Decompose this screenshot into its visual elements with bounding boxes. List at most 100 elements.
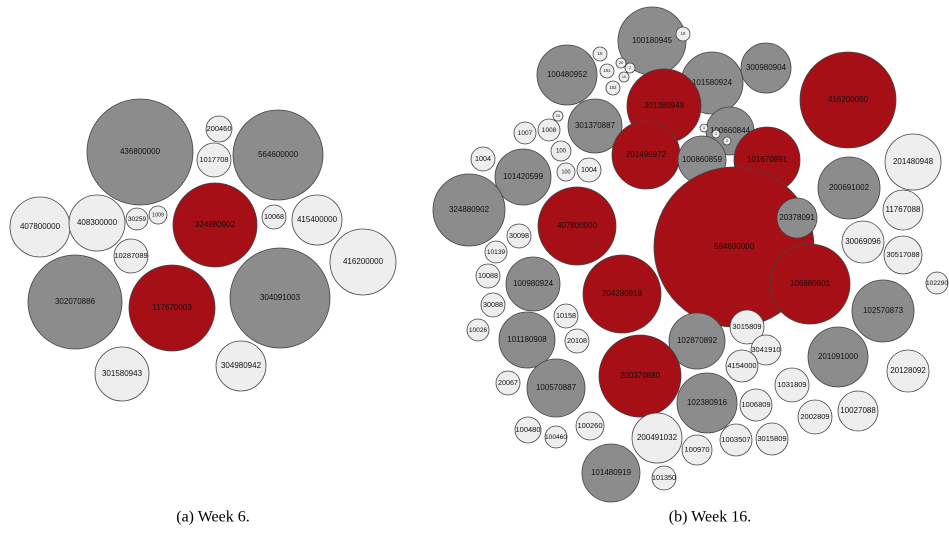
bubble: [556, 162, 576, 182]
bubble: [544, 425, 568, 449]
bubble-label: 301370887: [575, 121, 616, 130]
bubble: [329, 228, 397, 296]
caption: (b) Week 16.: [669, 509, 751, 526]
bubble-label: 102290: [926, 280, 948, 287]
bubble: [675, 26, 691, 42]
bubble-label: 20067: [498, 378, 518, 387]
bubble-label: 101350: [652, 473, 676, 482]
bubble-label: 201091000: [818, 352, 859, 361]
bubble-label: 201480948: [893, 157, 934, 166]
bubble-label: 2: [726, 138, 729, 143]
bubble-label: 1003507: [721, 435, 750, 444]
bubble-label: 30517088: [886, 250, 919, 259]
bubble-label: 30098: [509, 231, 529, 240]
bubble-label: 30259: [128, 216, 147, 223]
bubble: [722, 136, 732, 146]
bubble-label: 1007: [518, 130, 533, 137]
bubble-label: 20378091: [779, 213, 815, 222]
bubble-label: 3015809: [732, 322, 761, 331]
bubble: [719, 423, 753, 457]
bubble: [229, 247, 331, 349]
bubble: [592, 46, 608, 62]
bubble-label: 1009: [152, 212, 164, 218]
bubble-label: 101420599: [503, 172, 544, 181]
bubble: [113, 238, 149, 274]
bubble: [94, 346, 150, 402]
bubble-label: 407800000: [557, 221, 598, 230]
bubble: [432, 173, 506, 247]
bubble-label: 1004: [581, 165, 597, 174]
bubble: [205, 115, 233, 143]
bubble-label: 304980942: [221, 361, 262, 370]
bubble: [651, 465, 677, 491]
bubble: [755, 422, 789, 456]
bubble-label: 1004: [475, 154, 491, 163]
bubble-label: 100860859: [682, 155, 723, 164]
bubble-label: 10088: [478, 271, 498, 280]
bubble-label: 117670003: [152, 303, 192, 312]
bubble: [799, 51, 897, 149]
bubble: [550, 140, 572, 162]
bubble-label: 20: [619, 60, 624, 65]
bubble-label: 3041910: [751, 345, 780, 354]
bubble-label: 10: [556, 113, 561, 118]
bubble: [581, 443, 641, 503]
bubble: [505, 256, 561, 312]
bubble-label: 3015809: [757, 434, 786, 443]
bubble: [882, 189, 924, 231]
bubble: [514, 416, 542, 444]
bubble-label: 101180908: [507, 335, 547, 344]
bubble: [475, 263, 501, 289]
bubble-label: 10: [622, 74, 627, 79]
bubble: [740, 42, 792, 94]
bubble: [676, 372, 738, 434]
bubble-label: 1: [715, 131, 718, 136]
bubble-label: 1006809: [741, 400, 770, 409]
bubble-label: 101670891: [747, 155, 788, 164]
bubble-label: 200491032: [637, 433, 678, 442]
caption: (a) Week 6.: [176, 509, 250, 526]
bubble-label: 10: [598, 51, 603, 56]
bubble-label: 100480: [515, 425, 540, 434]
bubble: [291, 194, 343, 246]
bubble-label: 1031809: [777, 380, 806, 389]
bubble: [886, 349, 930, 393]
bubble: [484, 240, 508, 264]
bubble-label: 100460: [545, 434, 567, 441]
bubble: [774, 367, 810, 403]
bubble-label: 100980924: [513, 279, 554, 288]
bubble-label: 10027088: [840, 406, 876, 415]
bubble-label: 204280918: [602, 289, 643, 298]
bubble-label: 408300000: [77, 218, 118, 227]
bubble: [564, 328, 590, 354]
bubble: [631, 412, 683, 464]
bubble-label: 102570873: [863, 306, 904, 315]
bubble: [526, 358, 586, 418]
bubble-label: 302070886: [55, 297, 96, 306]
bubble: [598, 334, 682, 418]
bubble-label: 564600000: [714, 242, 755, 251]
bubble: [599, 63, 615, 79]
bubble-label: 100570887: [536, 383, 577, 392]
bubble-label: 100970: [684, 445, 709, 454]
bubble-label: 102380916: [687, 398, 728, 407]
bubble: [807, 326, 869, 388]
bubble-label: 301580943: [102, 369, 143, 378]
bubble: [624, 62, 636, 74]
bubble: [261, 204, 287, 230]
bubble: [739, 388, 773, 422]
bubble-label: 101480919: [591, 468, 632, 477]
bubble: [86, 98, 194, 206]
bubble-label: 407800000: [20, 222, 61, 231]
bubble-label: 415400000: [297, 215, 338, 224]
bubble-label: 101: [604, 68, 612, 73]
bubble-label: 201490972: [626, 150, 667, 159]
bubble-label: 304091003: [260, 293, 301, 302]
bubble: [125, 207, 149, 231]
bubble-label: 324880902: [195, 220, 236, 229]
bubble: [537, 186, 617, 266]
bubble-label: 436800000: [120, 147, 161, 156]
bubble: [841, 220, 885, 264]
bubble-label: 564600000: [258, 150, 299, 159]
